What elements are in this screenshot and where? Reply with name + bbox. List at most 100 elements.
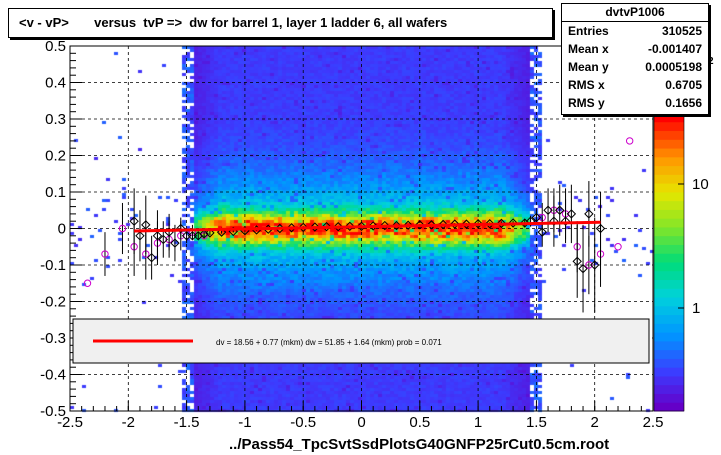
y-tick-label: -0.4: [40, 367, 66, 384]
black-profile-marker: [415, 220, 425, 230]
black-profile-marker: [438, 219, 448, 230]
colorbar: 1 10: [653, 112, 709, 412]
y-tick-label: 0.3: [45, 111, 66, 128]
black-profile-marker: [549, 216, 559, 226]
y-tick-label: 0: [58, 221, 66, 238]
black-profile-marker: [543, 205, 553, 215]
black-profile-marker: [129, 216, 139, 226]
colorbar-segment: [654, 402, 684, 412]
y-tick-label: 0.4: [45, 75, 66, 92]
colorbar-segment: [654, 148, 684, 158]
black-profile-marker: [380, 220, 390, 231]
magenta-profile-marker: [101, 250, 109, 258]
black-profile-marker: [368, 221, 378, 231]
black-profile-marker: [158, 234, 168, 245]
plot-frame: [69, 45, 654, 412]
black-profile-marker: [572, 256, 582, 267]
black-profile-marker: [403, 220, 413, 230]
x-tick-label: 0: [357, 414, 365, 431]
y-tick-label: 0.1: [45, 184, 66, 201]
black-profile-marker: [450, 219, 460, 229]
black-profile-marker: [321, 221, 332, 232]
x-tick-label: 1.5: [526, 414, 547, 431]
black-profile-marker: [496, 218, 507, 229]
x-tick-label: 2: [591, 414, 599, 431]
colorbar-segment: [654, 349, 684, 359]
profile-points: [83, 137, 634, 313]
stats-row: Mean x -0.001407: [568, 42, 702, 56]
colorbar-segment: [654, 235, 684, 245]
colorbar-segment: [654, 253, 684, 263]
x-tick-label: 1: [474, 414, 482, 431]
black-profile-marker: [356, 221, 367, 232]
colorbar-segment: [654, 393, 684, 403]
colorbar-segment: [654, 279, 684, 289]
colorbar-segment: [654, 139, 684, 149]
colorbar-segment: [654, 156, 684, 167]
colorbar-segment: [654, 314, 684, 324]
stats-name: dvtvP1006: [562, 4, 708, 22]
y-tick-label: -0.5: [40, 403, 66, 420]
stats-row: Entries 310525: [568, 24, 702, 38]
colorbar-segment: [654, 183, 684, 193]
colorbar-segment: [654, 191, 684, 202]
colorbar-segment: [654, 262, 684, 272]
black-profile-marker: [584, 209, 594, 219]
black-profile-marker: [589, 260, 600, 270]
black-profile-marker: [345, 221, 355, 232]
colorbar-segment: [654, 244, 684, 254]
plot-title: <v - vP> versus tvP => dw for barrel 1, …: [19, 15, 448, 30]
colorbar-segment: [654, 270, 684, 281]
y-tick-label: 0.2: [45, 148, 66, 165]
x-tick-label: -1: [238, 414, 251, 431]
palette-exponent: 2: [708, 56, 714, 67]
black-profile-marker: [170, 238, 180, 248]
fit-legend: dv = 18.56 + 0.77 (mkm) dw = 51.85 + 1.6…: [72, 318, 650, 364]
black-profile-marker: [333, 221, 343, 232]
colorbar-segment: [654, 165, 684, 175]
black-profile-marker: [537, 227, 547, 237]
colorbar-segment: [654, 200, 684, 210]
colorbar-segment: [654, 121, 684, 132]
colorbar-tick-label: 10: [692, 176, 709, 193]
black-profile-marker: [555, 205, 565, 215]
stats-box: dvtvP1006 Entries 310525 Mean x -0.001407 …: [561, 3, 709, 115]
colorbar-segment: [654, 209, 684, 219]
black-profile-marker: [310, 222, 320, 232]
black-profile-marker: [146, 252, 157, 263]
colorbar-segment: [654, 358, 684, 368]
colorbar-segment: [654, 174, 684, 184]
black-profile-marker: [595, 223, 606, 234]
fit-line: [134, 220, 601, 233]
colorbar-segment: [654, 130, 684, 140]
fit-line-segment: [134, 220, 601, 233]
black-profile-marker: [152, 231, 163, 241]
colorbar-segment: [654, 113, 684, 123]
x-tick-label: 0.5: [409, 414, 430, 431]
x-tick-label: -0.5: [290, 414, 316, 431]
plot-title-box: <v - vP> versus tvP => dw for barrel 1, …: [8, 8, 553, 38]
magenta-profile-marker: [585, 261, 593, 269]
legend-text: dv = 18.56 + 0.77 (mkm) dw = 51.85 + 1.6…: [216, 338, 442, 347]
axes: -2.5 -2 -1.5 -1 -0.5 0 0.5 1 1.5 2 2.5 -0.5 -0.4 -0.3…: [40, 38, 663, 431]
colorbar-segment: [654, 297, 684, 307]
x-tick-label: -1.5: [174, 414, 200, 431]
black-profile-marker: [176, 223, 186, 234]
colorbar-segment: [654, 288, 684, 298]
black-profile-marker: [135, 231, 145, 241]
colorbar-segment: [654, 367, 684, 377]
colorbar-segment: [654, 375, 684, 386]
y-tick-label: 0.5: [45, 38, 66, 55]
x-tick-label: -2: [122, 414, 135, 431]
colorbar-segment: [654, 384, 684, 394]
y-tick-label: -0.2: [40, 294, 66, 311]
black-profile-marker: [473, 219, 483, 229]
stats-row: RMS y 0.1656: [568, 96, 702, 110]
magenta-profile-marker: [614, 243, 622, 251]
magenta-profile-marker: [118, 224, 127, 233]
black-profile-marker: [286, 223, 297, 233]
black-profile-marker: [298, 222, 308, 233]
black-profile-marker: [141, 220, 151, 230]
black-profile-marker: [508, 218, 518, 228]
